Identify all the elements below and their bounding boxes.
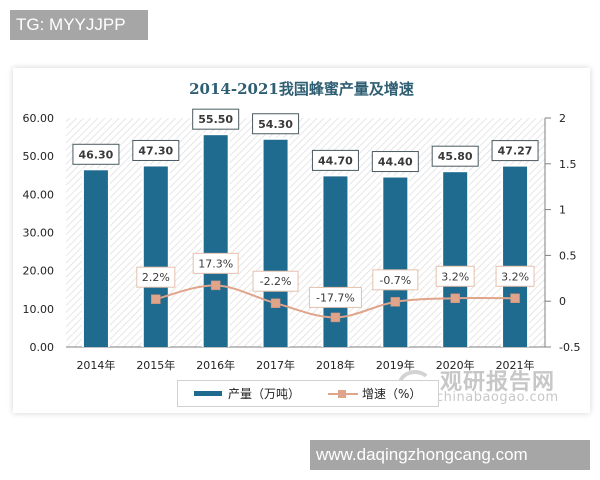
x-tick: 2017年 bbox=[256, 358, 295, 372]
chart-legend: 产量（万吨） 增速（%） bbox=[177, 380, 439, 407]
growth-value-label: -17.7% bbox=[316, 291, 355, 304]
legend-label-production: 产量（万吨） bbox=[228, 387, 301, 401]
y-right-tick: 1 bbox=[559, 204, 566, 217]
bar-production bbox=[443, 172, 468, 347]
y-right-tick: 0 bbox=[559, 295, 566, 308]
bar-production bbox=[383, 177, 408, 347]
y-left-tick: 20.00 bbox=[23, 265, 55, 278]
chart-plot: 0.00 10.00 20.00 30.00 40.00 50.00 60.00 -0.5 0 0… bbox=[23, 108, 580, 372]
growth-value-label: 3.2% bbox=[501, 270, 529, 283]
growth-marker bbox=[390, 297, 401, 307]
growth-marker bbox=[330, 312, 341, 323]
y-right-tick: -0.5 bbox=[559, 341, 580, 354]
chinabaogao-logo: 观研报告网 chinabaogao.com bbox=[398, 364, 558, 408]
growth-marker bbox=[510, 293, 520, 304]
x-tick: 2019年 bbox=[376, 358, 415, 372]
bar-production bbox=[143, 166, 168, 347]
growth-value-label: 3.2% bbox=[441, 270, 469, 283]
x-tick: 2020年 bbox=[436, 358, 475, 372]
bar-value-label: 44.40 bbox=[378, 156, 413, 169]
bar-production bbox=[83, 170, 108, 347]
x-tick: 2016年 bbox=[196, 358, 235, 372]
chart-title: 2014-2021我国蜂蜜产量及增速 bbox=[189, 80, 414, 98]
y-right-tick: 1.5 bbox=[559, 158, 577, 171]
bar-value-label: 44.70 bbox=[318, 154, 353, 167]
bar-value-label: 54.30 bbox=[258, 118, 293, 131]
bar-swatch-icon bbox=[194, 391, 222, 396]
chart-card: 2014-2021我国蜂蜜产量及增速 0.00 10.00 20.00 30.00 40… bbox=[13, 68, 590, 413]
logo-en-text: chinabaogao.com bbox=[436, 390, 559, 405]
y-left-tick: 40.00 bbox=[23, 188, 55, 201]
logo-cn-text: 观研报告网 bbox=[440, 370, 556, 395]
y-right-tick: 2 bbox=[559, 112, 566, 125]
legend-label-growth: 增速（%） bbox=[362, 387, 422, 401]
line-marker-swatch-icon bbox=[328, 389, 359, 399]
y-left-tick: 30.00 bbox=[23, 227, 55, 240]
growth-marker bbox=[450, 293, 460, 304]
x-tick: 2015年 bbox=[136, 358, 175, 372]
growth-marker bbox=[210, 280, 221, 291]
y-right-tick: 0.5 bbox=[559, 249, 577, 262]
y-left-tick: 10.00 bbox=[23, 303, 55, 316]
bar-value-label: 47.30 bbox=[138, 144, 173, 157]
y-left-tick: 50.00 bbox=[23, 150, 55, 163]
bar-value-label: 55.50 bbox=[198, 113, 233, 126]
growth-value-label: 17.3% bbox=[198, 257, 233, 270]
bar-production bbox=[503, 166, 528, 347]
x-tick: 2021年 bbox=[496, 358, 535, 372]
legend-item-production: 产量（万吨） bbox=[194, 385, 300, 402]
bar-production bbox=[263, 139, 288, 347]
bar-production bbox=[203, 135, 228, 347]
growth-value-label: -2.2% bbox=[260, 275, 292, 288]
x-tick: 2014年 bbox=[76, 358, 115, 372]
watermark-bottom: www.daqingzhongcang.com bbox=[310, 440, 590, 470]
bar-value-label: 46.30 bbox=[79, 148, 114, 161]
watermark-top: TG: MYYJJPP bbox=[10, 10, 148, 40]
bar-value-label: 47.27 bbox=[498, 145, 533, 158]
y-left-tick: 60.00 bbox=[23, 112, 55, 125]
growth-value-label: 2.2% bbox=[142, 271, 170, 284]
bar-value-label: 45.80 bbox=[438, 150, 473, 163]
growth-marker bbox=[270, 298, 281, 308]
y-left-tick: 0.00 bbox=[30, 341, 55, 354]
legend-item-growth: 增速（%） bbox=[328, 385, 421, 402]
growth-marker bbox=[151, 294, 161, 304]
x-tick: 2018年 bbox=[316, 358, 355, 372]
growth-value-label: -0.7% bbox=[379, 274, 411, 287]
